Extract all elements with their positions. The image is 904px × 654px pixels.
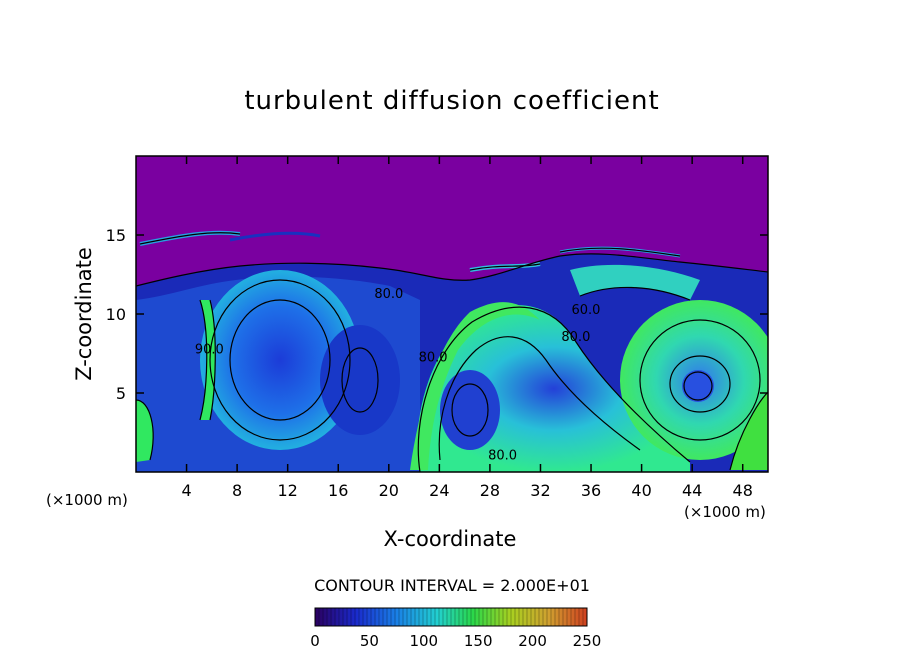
x-tick-label: 36 [581, 481, 601, 500]
y-tick-label: 5 [116, 384, 126, 403]
heatmap-field [136, 156, 768, 472]
x-tick-label: 24 [429, 481, 449, 500]
colorbar-tick-label: 100 [409, 632, 438, 650]
colorbar-tick-label: 150 [464, 632, 493, 650]
colorbar-tick-label: 250 [573, 632, 602, 650]
contour-label: 80.0 [561, 330, 590, 345]
y-axis-ticks: 5 10 15 [106, 226, 768, 403]
x-tick-label: 8 [232, 481, 242, 500]
y-tick-label: 10 [106, 305, 126, 324]
contour-lines [136, 232, 768, 472]
colorbar-tick-label: 0 [310, 632, 320, 650]
contour-interval-note: CONTOUR INTERVAL = 2.000E+01 [314, 576, 590, 595]
contour-labels: 80.0 80.0 80.0 80.0 90.0 60.0 [195, 287, 601, 463]
eddy-left [200, 270, 360, 450]
x-tick-label: 4 [181, 481, 191, 500]
x-tick-label: 48 [733, 481, 753, 500]
y-axis-label: Z-coordinate [72, 247, 96, 381]
contour-label: 90.0 [195, 343, 224, 358]
x-axis-ticks: 4 8 12 16 20 24 28 32 36 40 44 48 [181, 156, 753, 500]
colorbar: 0 50 100 150 200 250 [310, 607, 601, 650]
chart-title: turbulent diffusion coefficient [244, 86, 660, 116]
x-axis-label: X-coordinate [383, 527, 517, 551]
colorbar-tick-label: 200 [518, 632, 547, 650]
x-tick-label: 16 [328, 481, 348, 500]
x-unit-label-left: (×1000 m) [46, 491, 128, 509]
x-tick-label: 28 [480, 481, 500, 500]
x-unit-label-right: (×1000 m) [684, 503, 766, 521]
contour-label: 80.0 [488, 448, 517, 463]
colorbar-tick-label: 50 [360, 632, 379, 650]
x-tick-label: 12 [278, 481, 298, 500]
x-tick-label: 44 [682, 481, 702, 500]
x-tick-label: 32 [530, 481, 550, 500]
colorbar-stripes [318, 608, 584, 626]
x-tick-label: 20 [379, 481, 399, 500]
colorbar-ticks: 0 50 100 150 200 250 [310, 632, 601, 650]
contour-label: 80.0 [374, 287, 403, 302]
contour-label: 60.0 [572, 303, 601, 318]
y-tick-label: 15 [106, 226, 126, 245]
contour-label: 80.0 [419, 350, 448, 365]
x-tick-label: 40 [631, 481, 651, 500]
